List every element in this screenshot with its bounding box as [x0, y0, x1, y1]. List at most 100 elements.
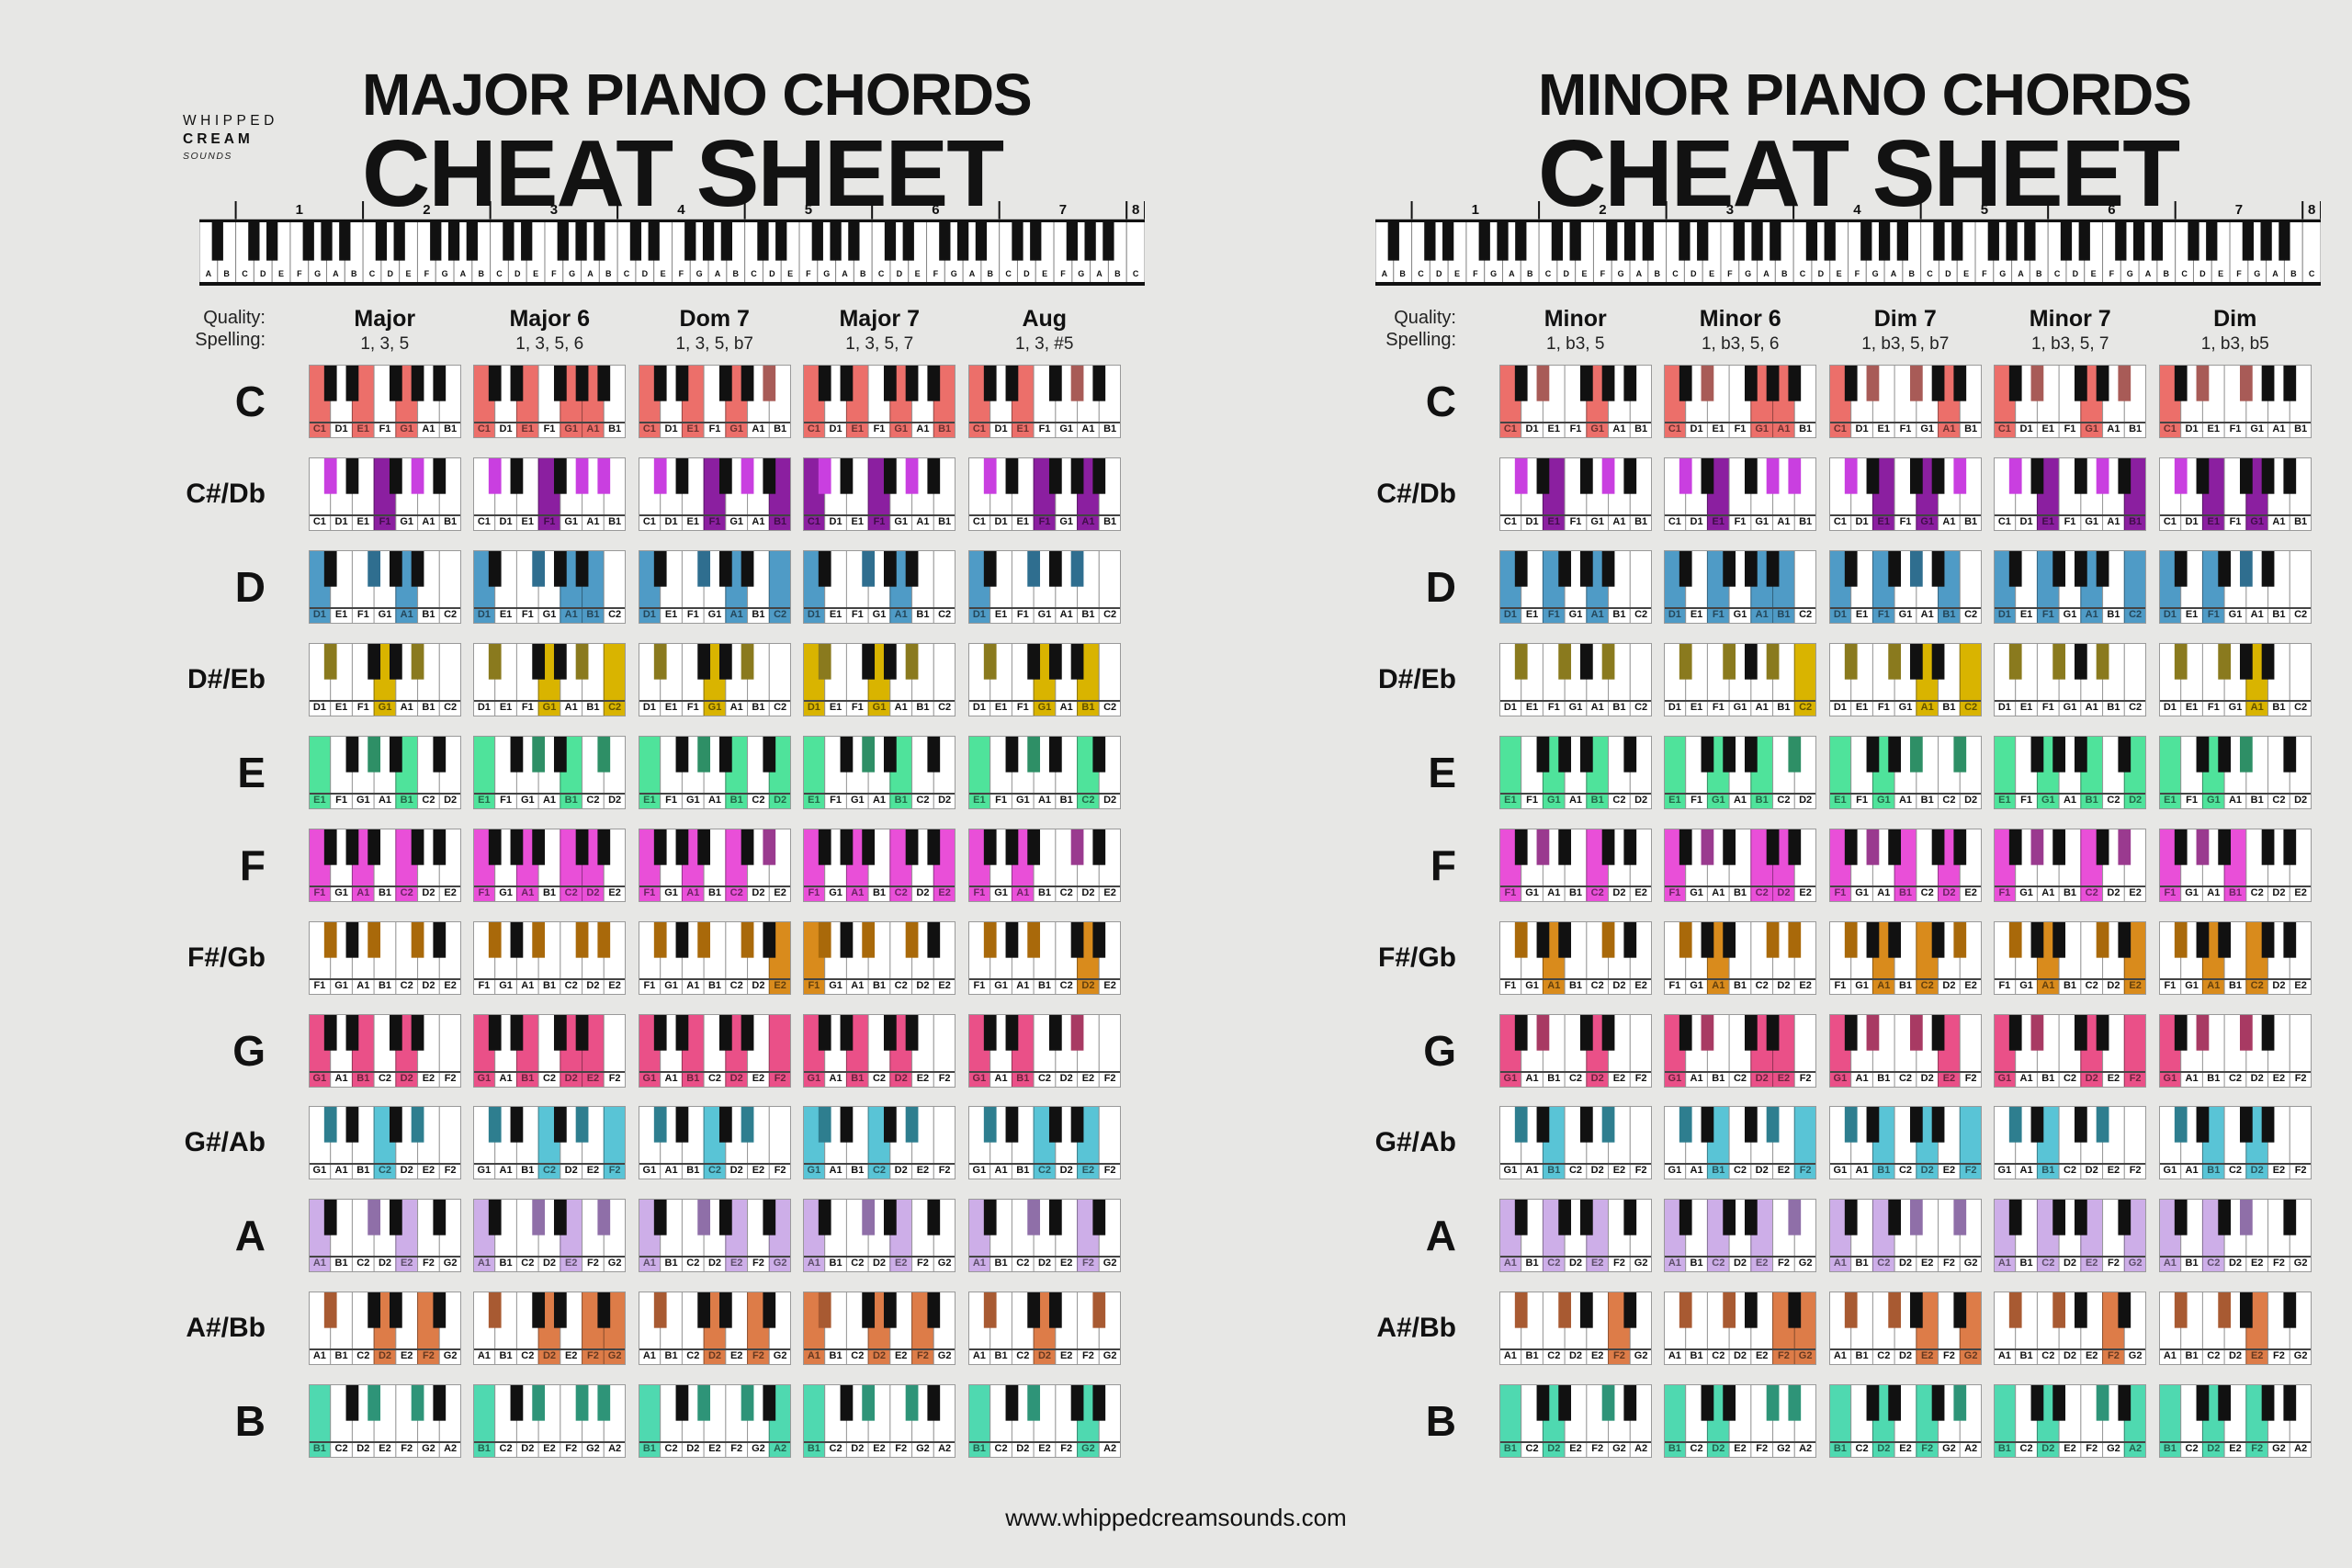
svg-text:F1: F1	[2042, 609, 2054, 620]
svg-text:F2: F2	[1964, 1073, 1976, 1084]
svg-text:G1: G1	[829, 887, 842, 898]
svg-text:F1: F1	[852, 702, 864, 713]
svg-text:B1: B1	[752, 609, 764, 620]
svg-text:D: D	[769, 269, 775, 278]
svg-text:D2: D2	[422, 887, 435, 898]
svg-text:E1: E1	[2186, 609, 2198, 620]
svg-text:D1: D1	[1668, 609, 1681, 620]
svg-text:D2: D2	[729, 1165, 742, 1176]
svg-text:4: 4	[677, 202, 685, 218]
svg-text:A1: A1	[1920, 702, 1933, 713]
svg-text:A1: A1	[500, 1165, 513, 1176]
svg-text:A1: A1	[2042, 887, 2055, 898]
svg-text:F2: F2	[752, 1350, 764, 1361]
svg-text:D1: D1	[313, 702, 326, 713]
svg-text:E2: E2	[730, 1258, 742, 1269]
svg-text:D1: D1	[1668, 702, 1681, 713]
svg-text:C2: C2	[729, 887, 742, 898]
svg-text:A1: A1	[1590, 702, 1603, 713]
svg-text:A1: A1	[729, 702, 742, 713]
svg-text:G1: G1	[2250, 423, 2264, 434]
svg-text:C: C	[1672, 269, 1679, 278]
svg-text:E1: E1	[995, 609, 1007, 620]
svg-text:G: G	[314, 269, 321, 278]
svg-text:B: B	[2036, 269, 2042, 278]
svg-text:D2: D2	[938, 795, 951, 806]
svg-text:E2: E2	[730, 1350, 742, 1361]
svg-text:B1: B1	[1734, 980, 1747, 991]
svg-text:E1: E1	[356, 423, 368, 434]
svg-text:D2: D2	[565, 1073, 578, 1084]
svg-text:B1: B1	[1778, 702, 1791, 713]
svg-text:G1: G1	[2185, 887, 2199, 898]
svg-text:G1: G1	[1059, 423, 1073, 434]
svg-text:G2: G2	[444, 1258, 458, 1269]
svg-text:B1: B1	[1713, 1165, 1725, 1176]
svg-text:G: G	[1872, 269, 1879, 278]
svg-text:F1: F1	[852, 609, 864, 620]
svg-text:E: E	[2091, 269, 2097, 278]
svg-text:B1: B1	[2294, 423, 2307, 434]
svg-text:D1: D1	[1504, 609, 1517, 620]
svg-text:C2: C2	[708, 1073, 721, 1084]
svg-text:A1: A1	[752, 423, 764, 434]
svg-text:E1: E1	[1547, 423, 1559, 434]
svg-text:F2: F2	[1613, 1258, 1625, 1269]
svg-text:E1: E1	[478, 795, 490, 806]
svg-text:G2: G2	[2129, 1258, 2143, 1269]
svg-text:B1: B1	[1569, 980, 1582, 991]
svg-text:A1: A1	[379, 795, 391, 806]
svg-text:B1: B1	[686, 1165, 699, 1176]
svg-text:C2: C2	[1756, 980, 1769, 991]
svg-text:A1: A1	[2086, 609, 2098, 620]
svg-text:A2: A2	[774, 1443, 786, 1454]
svg-text:E2: E2	[422, 1165, 434, 1176]
svg-text:D1: D1	[1855, 423, 1868, 434]
svg-text:B1: B1	[2229, 887, 2242, 898]
svg-text:C2: C2	[1547, 1350, 1560, 1361]
svg-text:F2: F2	[1778, 1350, 1790, 1361]
svg-text:F1: F1	[1713, 609, 1724, 620]
svg-text:A: A	[715, 269, 721, 278]
svg-text:A1: A1	[334, 1073, 347, 1084]
svg-text:C2: C2	[400, 980, 413, 991]
svg-text:F: F	[933, 269, 939, 278]
svg-text:G1: G1	[1855, 887, 1869, 898]
svg-text:C2: C2	[2064, 1165, 2076, 1176]
svg-text:C2: C2	[830, 1443, 842, 1454]
svg-text:F2: F2	[423, 1350, 435, 1361]
svg-text:B1: B1	[1612, 702, 1625, 713]
svg-text:G1: G1	[400, 423, 413, 434]
svg-text:B1: B1	[608, 516, 621, 527]
svg-text:E2: E2	[2086, 1258, 2098, 1269]
svg-text:B1: B1	[938, 516, 951, 527]
svg-text:F1: F1	[1569, 516, 1581, 527]
svg-text:F1: F1	[808, 980, 820, 991]
svg-text:G1: G1	[707, 609, 721, 620]
svg-text:B1: B1	[1942, 702, 1955, 713]
svg-text:F2: F2	[609, 1165, 621, 1176]
svg-text:A1: A1	[1612, 516, 1625, 527]
svg-text:B1: B1	[444, 516, 457, 527]
svg-text:E: E	[1963, 269, 1969, 278]
svg-text:F1: F1	[335, 795, 347, 806]
svg-text:E1: E1	[995, 702, 1007, 713]
svg-text:D2: D2	[1059, 1165, 1072, 1176]
svg-text:F2: F2	[609, 1073, 621, 1084]
svg-text:E2: E2	[1964, 887, 1976, 898]
svg-text:C2: C2	[334, 1443, 347, 1454]
svg-text:G1: G1	[400, 516, 413, 527]
svg-text:A1: A1	[587, 516, 600, 527]
svg-text:2: 2	[423, 202, 430, 218]
svg-text:F1: F1	[1713, 702, 1724, 713]
svg-text:E2: E2	[401, 1258, 413, 1269]
svg-text:F2: F2	[917, 1350, 929, 1361]
svg-text:F2: F2	[2294, 1165, 2306, 1176]
svg-text:C2: C2	[608, 702, 621, 713]
svg-text:6: 6	[932, 202, 939, 218]
svg-text:G1: G1	[808, 1073, 821, 1084]
svg-text:D2: D2	[1016, 1443, 1029, 1454]
svg-text:C: C	[2054, 269, 2061, 278]
svg-text:4: 4	[1853, 202, 1861, 218]
svg-text:B1: B1	[1569, 887, 1582, 898]
